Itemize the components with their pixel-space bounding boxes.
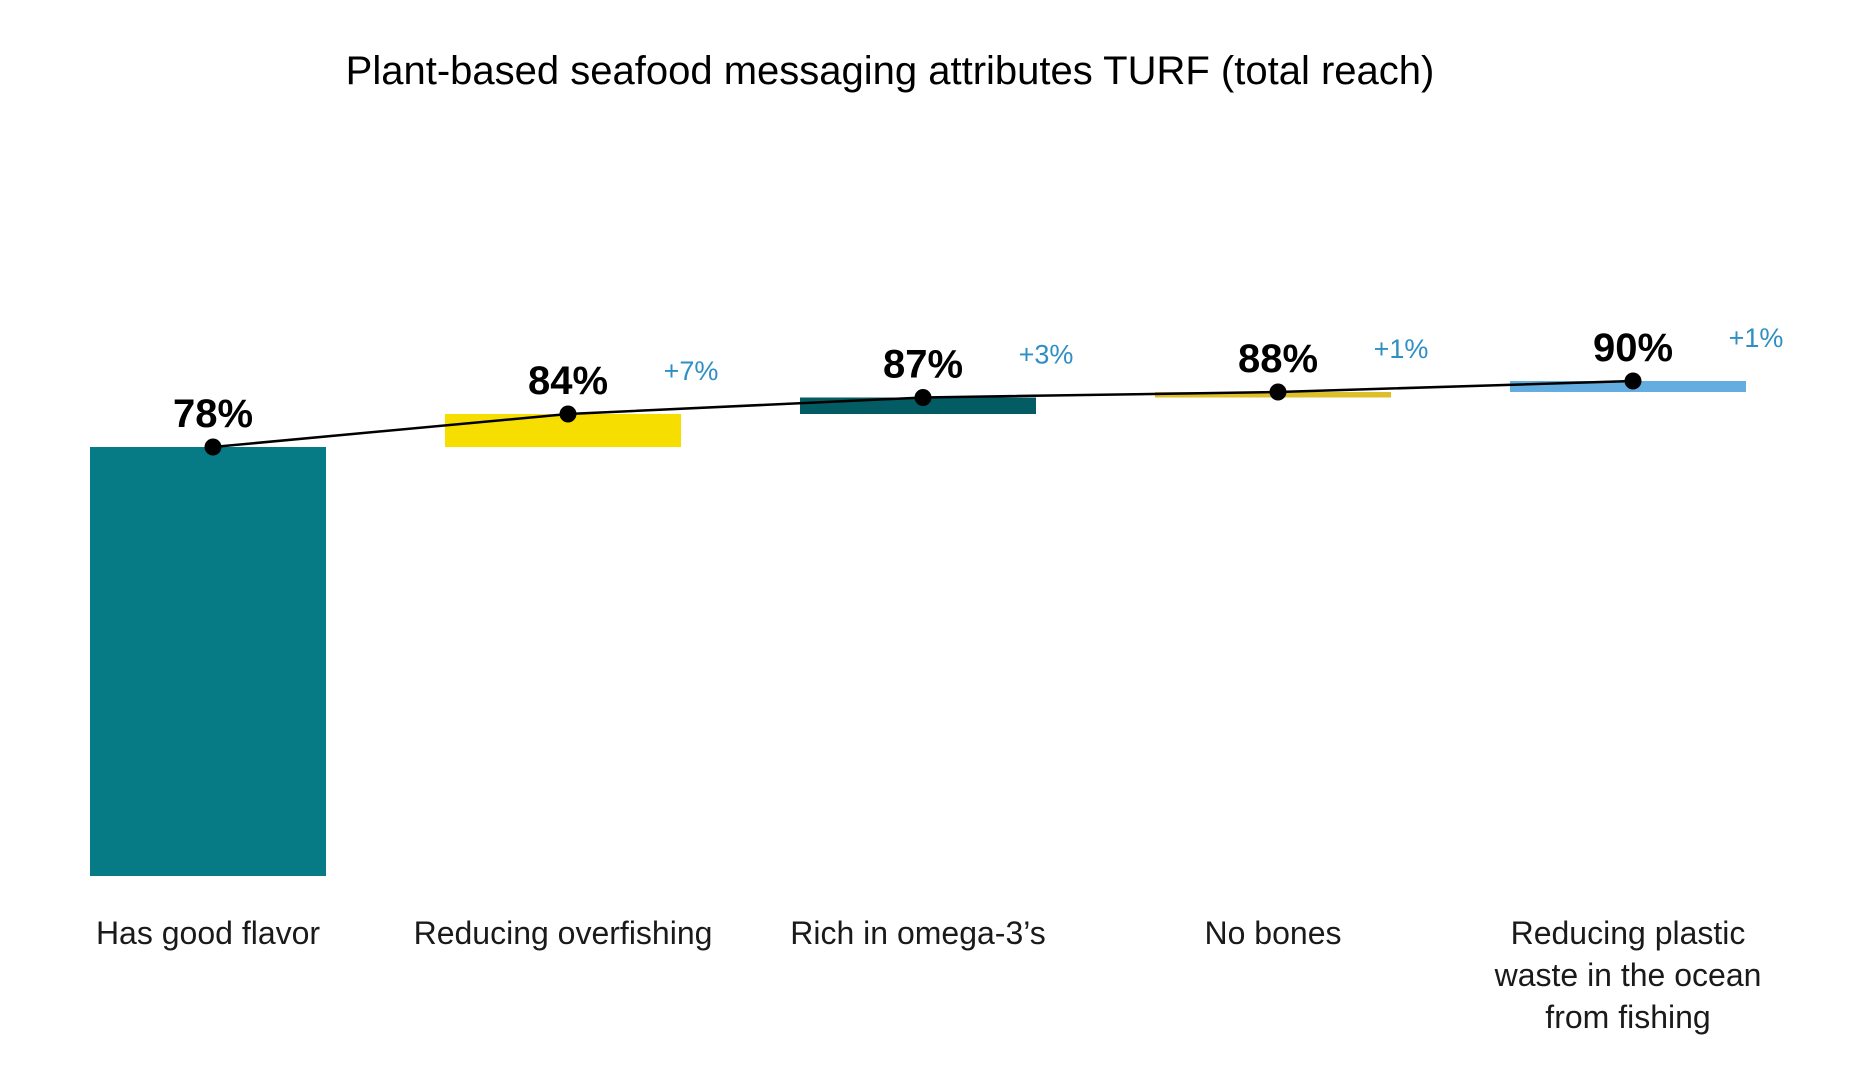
delta-label-5: +1% [1729,323,1784,353]
category-label-2: Reducing overfishing [414,915,713,951]
delta-label-2: +7% [664,356,719,386]
bar-1 [90,447,326,876]
labels-layer: 78% 84% +7% 87% +3% 88% +1% 90% +1% [173,323,1783,436]
cumulative-marker-3 [914,389,932,406]
category-label-3: Rich in omega-3’s [790,915,1046,951]
cumulative-marker-1 [204,438,222,456]
total-label-4: 88% [1238,337,1318,381]
cumulative-marker-4 [1269,383,1287,401]
total-label-2: 84% [528,359,608,403]
category-label-4: No bones [1205,915,1342,951]
connector-layer [204,372,1642,456]
chart-title: Plant-based seafood messaging attributes… [346,49,1435,93]
x-axis-labels: Has good flavor Reducing overfishing Rich … [96,915,1761,1035]
total-label-1: 78% [173,392,253,436]
total-label-3: 87% [883,343,963,387]
cumulative-marker-5 [1624,372,1642,390]
category-label-1: Has good flavor [96,915,320,951]
bars-layer [90,381,1746,876]
delta-label-3: +3% [1019,340,1074,370]
total-label-5: 90% [1593,326,1673,370]
cumulative-marker-2 [559,405,577,423]
delta-label-4: +1% [1374,334,1429,364]
category-label-5: Reducing plastic waste in the ocean from f… [1494,915,1762,1035]
